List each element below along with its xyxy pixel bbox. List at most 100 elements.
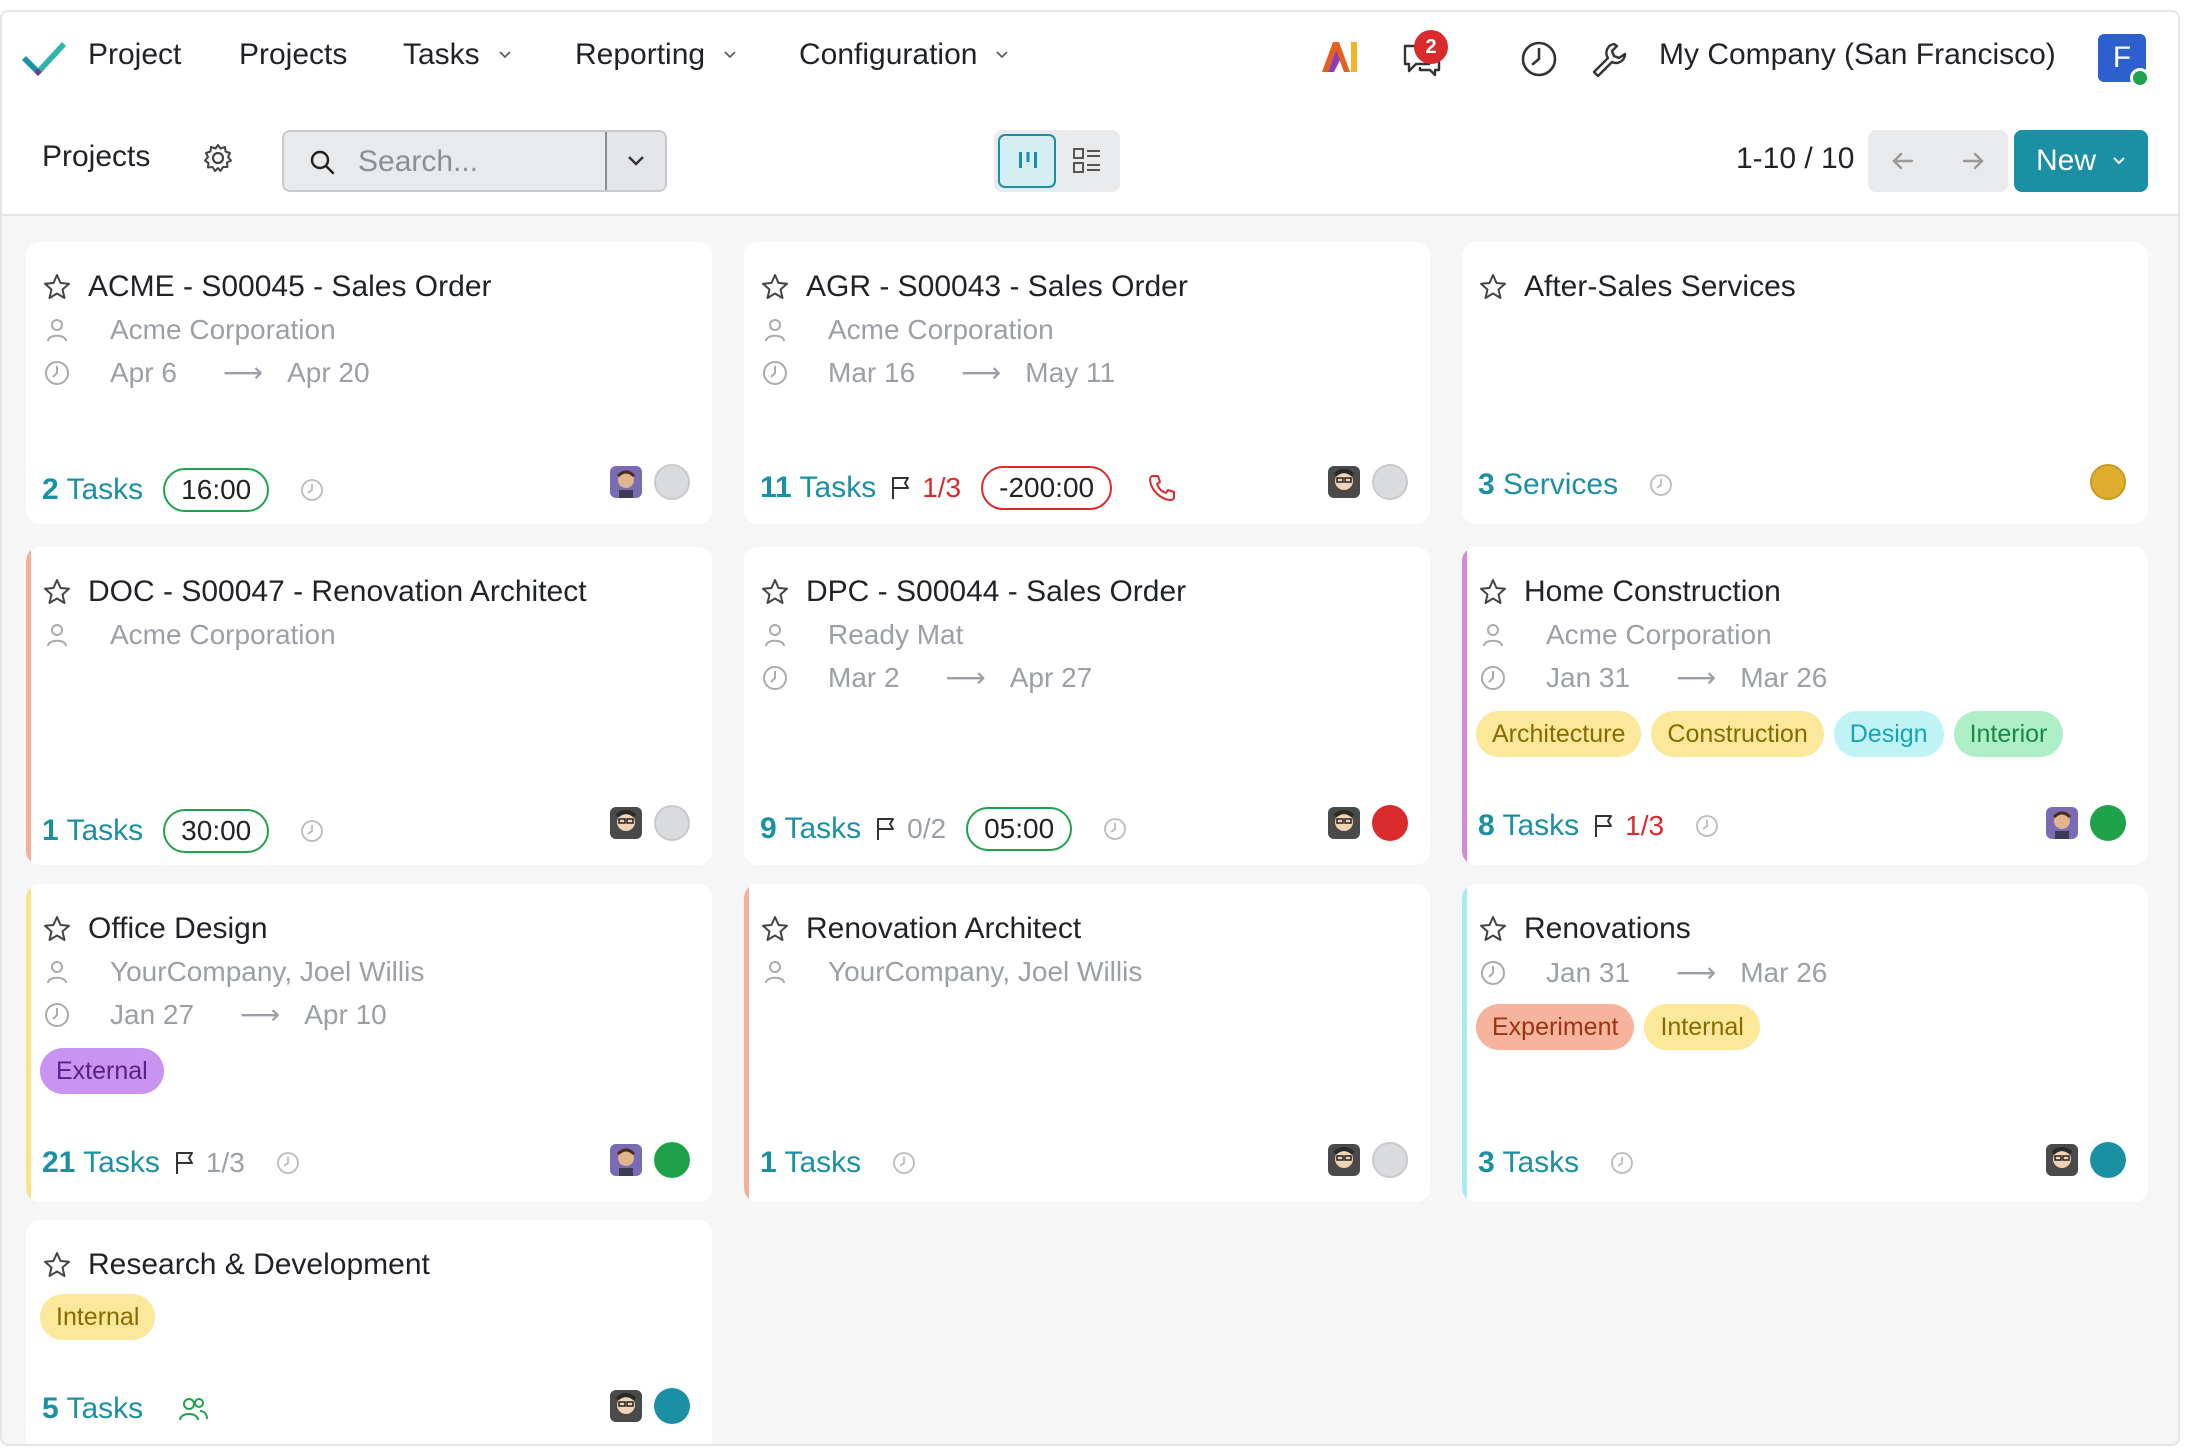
project-card[interactable]: AGR - S00043 - Sales Order Acme Corporat… — [744, 242, 1430, 524]
customer-row: YourCompany, Joel Willis — [760, 956, 1142, 988]
activity-clock-icon[interactable] — [1648, 472, 1674, 498]
card-footer: 3 Tasks — [1478, 1146, 1635, 1180]
manager-avatar-icon[interactable] — [2046, 807, 2078, 839]
search-input[interactable] — [358, 142, 598, 182]
app-name[interactable]: Project — [88, 38, 182, 71]
favorite-star-icon[interactable] — [1478, 914, 1508, 944]
tasks-link[interactable]: 11 Tasks — [760, 471, 877, 504]
tasks-link[interactable]: 3 Tasks — [1478, 1146, 1580, 1179]
date-start: Mar 16 — [828, 356, 916, 388]
color-accent-bar — [26, 547, 31, 865]
favorite-star-icon[interactable] — [760, 577, 790, 607]
previous-page-button[interactable] — [1868, 130, 1938, 192]
services-link[interactable]: 3 Services — [1478, 468, 1619, 501]
gear-icon[interactable] — [202, 142, 234, 174]
activity-clock-icon[interactable] — [1609, 1150, 1635, 1176]
tasks-link[interactable]: 1 Tasks — [760, 1146, 862, 1179]
tasks-link[interactable]: 1 Tasks — [42, 814, 144, 847]
project-card[interactable]: DPC - S00044 - Sales Order Ready Mat Mar… — [744, 547, 1430, 865]
wrench-icon[interactable] — [1590, 40, 1628, 78]
manager-avatar-icon[interactable] — [1328, 807, 1360, 839]
project-card[interactable]: DOC - S00047 - Renovation Architect Acme… — [26, 547, 712, 865]
menu-reporting[interactable]: Reporting — [575, 38, 737, 72]
activity-clock-icon[interactable] — [299, 818, 325, 844]
list-view-button[interactable] — [1058, 134, 1116, 188]
tasks-link[interactable]: 9 Tasks — [760, 812, 862, 845]
next-page-button[interactable] — [1938, 130, 2008, 192]
manager-avatar-icon[interactable] — [610, 1390, 642, 1422]
card-footer: 21 Tasks 1/3 — [42, 1146, 301, 1180]
project-title: Research & Development — [88, 1248, 430, 1281]
manager-avatar-icon[interactable] — [1328, 1144, 1360, 1176]
activity-clock-icon[interactable] — [275, 1150, 301, 1176]
activity-clock-icon[interactable] — [1520, 40, 1558, 78]
status-indicator[interactable] — [654, 464, 690, 500]
favorite-star-icon[interactable] — [1478, 577, 1508, 607]
date-row: Mar 16 ⟶ May 11 — [760, 356, 1115, 389]
menu-configuration[interactable]: Configuration — [799, 38, 1009, 72]
favorite-star-icon[interactable] — [42, 1250, 72, 1280]
activity-clock-icon[interactable] — [1102, 816, 1128, 842]
status-indicator[interactable] — [654, 1142, 690, 1178]
tasks-link[interactable]: 21 Tasks — [42, 1146, 160, 1179]
tasks-link[interactable]: 5 Tasks — [42, 1392, 144, 1425]
phone-icon[interactable] — [1146, 472, 1178, 504]
favorite-star-icon[interactable] — [760, 272, 790, 302]
pager-value[interactable]: 1-10 / 10 — [1736, 142, 1855, 175]
search-options-toggle[interactable] — [605, 132, 665, 190]
project-app-logo-icon[interactable] — [22, 34, 66, 78]
card-footer: 11 Tasks 1/3 -200:00 — [760, 466, 1178, 510]
status-indicator[interactable] — [1372, 464, 1408, 500]
status-indicator[interactable] — [2090, 464, 2126, 500]
status-indicator[interactable] — [654, 805, 690, 841]
manager-avatar-icon[interactable] — [610, 807, 642, 839]
manager-avatar-icon[interactable] — [610, 1144, 642, 1176]
favorite-star-icon[interactable] — [42, 272, 72, 302]
favorite-star-icon[interactable] — [42, 914, 72, 944]
activity-clock-icon[interactable] — [891, 1150, 917, 1176]
pager-buttons — [1868, 130, 2008, 192]
favorite-star-icon[interactable] — [42, 577, 72, 607]
status-indicator[interactable] — [2090, 805, 2126, 841]
ai-icon[interactable] — [1320, 40, 1358, 74]
tag: Design — [1833, 711, 1944, 757]
followers-icon[interactable] — [177, 1393, 209, 1425]
user-icon — [765, 319, 785, 342]
new-project-button[interactable]: New — [2014, 130, 2148, 192]
project-card[interactable]: Renovation Architect YourCompany, Joel W… — [744, 884, 1430, 1202]
manager-avatar-icon[interactable] — [610, 466, 642, 498]
activity-clock-icon[interactable] — [299, 477, 325, 503]
project-card[interactable]: Renovations Jan 31 ⟶ Mar 26 Experiment I… — [1462, 884, 2148, 1202]
menu-projects[interactable]: Projects — [239, 38, 348, 71]
favorite-star-icon[interactable] — [1478, 272, 1508, 302]
tag: Internal — [1644, 1004, 1760, 1050]
project-title: DPC - S00044 - Sales Order — [806, 575, 1187, 608]
company-switcher[interactable]: My Company (San Francisco) — [1659, 38, 2056, 71]
tasks-link[interactable]: 8 Tasks — [1478, 809, 1580, 842]
activity-clock-icon[interactable] — [1694, 813, 1720, 839]
allocated-time-badge: 30:00 — [163, 809, 270, 853]
project-card[interactable]: Office Design YourCompany, Joel Willis J… — [26, 884, 712, 1202]
date-row: Jan 31 ⟶ Mar 26 — [1478, 661, 1827, 694]
manager-avatar-icon[interactable] — [1328, 466, 1360, 498]
status-indicator[interactable] — [654, 1388, 690, 1424]
card-avatars — [1328, 805, 1408, 841]
project-card[interactable]: Research & Development Internal 5 Tasks — [26, 1220, 712, 1444]
color-accent-bar — [744, 884, 749, 1202]
milestone-flag-icon — [877, 818, 895, 840]
tag-list: External — [40, 1048, 164, 1094]
project-card[interactable]: After-Sales Services 3 Services — [1462, 242, 2148, 524]
user-icon — [765, 624, 785, 647]
project-card[interactable]: ACME - S00045 - Sales Order Acme Corpora… — [26, 242, 712, 524]
status-indicator[interactable] — [1372, 1142, 1408, 1178]
status-indicator[interactable] — [2090, 1142, 2126, 1178]
tasks-link[interactable]: 2 Tasks — [42, 473, 144, 506]
favorite-star-icon[interactable] — [760, 914, 790, 944]
card-footer: 8 Tasks 1/3 — [1478, 809, 1720, 843]
milestone-flag-icon — [892, 477, 910, 499]
status-indicator[interactable] — [1372, 805, 1408, 841]
kanban-view-button[interactable] — [998, 134, 1056, 188]
project-card[interactable]: Home Construction Acme Corporation Jan 3… — [1462, 547, 2148, 865]
manager-avatar-icon[interactable] — [2046, 1144, 2078, 1176]
menu-tasks[interactable]: Tasks — [403, 38, 512, 72]
